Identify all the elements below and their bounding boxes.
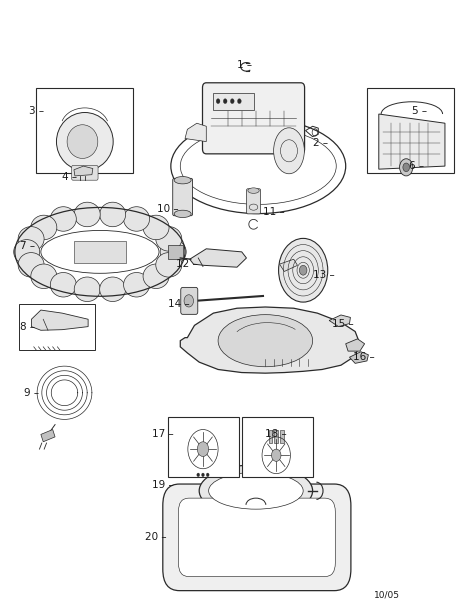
Polygon shape bbox=[31, 310, 88, 330]
Text: 13 –: 13 – bbox=[313, 270, 334, 279]
Text: 16 –: 16 – bbox=[353, 352, 374, 362]
Ellipse shape bbox=[160, 239, 186, 264]
Text: 8 –: 8 – bbox=[19, 322, 35, 332]
Circle shape bbox=[403, 163, 410, 171]
Circle shape bbox=[272, 449, 281, 461]
Circle shape bbox=[400, 159, 413, 176]
Circle shape bbox=[216, 99, 220, 104]
FancyBboxPatch shape bbox=[178, 498, 335, 577]
Bar bbox=[36, 88, 133, 173]
Text: 12 –: 12 – bbox=[175, 259, 197, 269]
Circle shape bbox=[230, 99, 234, 104]
Bar bbox=[168, 418, 239, 477]
Ellipse shape bbox=[100, 202, 126, 227]
Text: 6 –: 6 – bbox=[409, 161, 424, 171]
Ellipse shape bbox=[50, 273, 76, 297]
Text: 10/05: 10/05 bbox=[374, 591, 400, 599]
Ellipse shape bbox=[124, 273, 150, 297]
Circle shape bbox=[223, 99, 227, 104]
Ellipse shape bbox=[156, 227, 182, 251]
FancyBboxPatch shape bbox=[163, 484, 351, 591]
Ellipse shape bbox=[74, 202, 100, 227]
Circle shape bbox=[237, 99, 241, 104]
Text: 3 –: 3 – bbox=[29, 106, 44, 116]
Ellipse shape bbox=[174, 210, 191, 217]
Polygon shape bbox=[329, 315, 350, 327]
Polygon shape bbox=[280, 259, 298, 271]
Text: 7 –: 7 – bbox=[19, 241, 35, 251]
Text: 5 –: 5 – bbox=[412, 106, 427, 116]
Text: 15 –: 15 – bbox=[331, 319, 353, 329]
Bar bbox=[367, 88, 455, 173]
Ellipse shape bbox=[124, 207, 150, 231]
Circle shape bbox=[197, 473, 200, 476]
FancyBboxPatch shape bbox=[246, 188, 261, 214]
Text: 18 –: 18 – bbox=[265, 429, 287, 440]
Polygon shape bbox=[379, 114, 445, 169]
Ellipse shape bbox=[273, 128, 304, 174]
Ellipse shape bbox=[50, 207, 76, 231]
Ellipse shape bbox=[143, 264, 169, 289]
Bar bbox=[74, 241, 126, 263]
Text: 4 –: 4 – bbox=[62, 172, 77, 182]
Ellipse shape bbox=[56, 112, 113, 171]
Ellipse shape bbox=[18, 252, 44, 277]
Ellipse shape bbox=[174, 176, 191, 184]
Ellipse shape bbox=[199, 465, 313, 517]
Bar bbox=[213, 93, 254, 110]
FancyBboxPatch shape bbox=[72, 166, 98, 180]
Bar bbox=[269, 430, 273, 443]
Polygon shape bbox=[41, 430, 55, 442]
Bar bbox=[274, 430, 278, 443]
Text: 17 –: 17 – bbox=[152, 429, 173, 440]
FancyBboxPatch shape bbox=[202, 83, 305, 154]
Bar bbox=[242, 418, 313, 477]
Circle shape bbox=[184, 295, 193, 307]
Text: 1 –: 1 – bbox=[237, 60, 252, 70]
Circle shape bbox=[300, 265, 307, 275]
Ellipse shape bbox=[31, 215, 57, 239]
Ellipse shape bbox=[18, 227, 44, 251]
Text: 19 –: 19 – bbox=[152, 480, 173, 489]
Text: 2 –: 2 – bbox=[313, 138, 328, 148]
Circle shape bbox=[201, 473, 204, 476]
Ellipse shape bbox=[100, 277, 126, 301]
Ellipse shape bbox=[248, 188, 259, 193]
Bar bbox=[168, 244, 182, 259]
Polygon shape bbox=[74, 166, 93, 176]
Circle shape bbox=[279, 238, 328, 302]
Ellipse shape bbox=[14, 239, 40, 264]
Text: 20 –: 20 – bbox=[145, 532, 166, 542]
Polygon shape bbox=[180, 307, 360, 373]
FancyBboxPatch shape bbox=[173, 178, 192, 216]
Circle shape bbox=[197, 442, 209, 456]
Circle shape bbox=[206, 473, 209, 476]
FancyBboxPatch shape bbox=[181, 287, 198, 314]
Text: 9 –: 9 – bbox=[24, 388, 39, 398]
Ellipse shape bbox=[209, 472, 303, 509]
Ellipse shape bbox=[143, 215, 169, 239]
Ellipse shape bbox=[67, 125, 98, 158]
Bar bbox=[18, 304, 95, 350]
Ellipse shape bbox=[31, 264, 57, 289]
Polygon shape bbox=[190, 249, 246, 267]
Ellipse shape bbox=[74, 277, 100, 301]
Text: 14 –: 14 – bbox=[168, 299, 190, 309]
Polygon shape bbox=[349, 352, 368, 363]
Ellipse shape bbox=[156, 252, 182, 277]
Text: 11 –: 11 – bbox=[263, 207, 285, 217]
Text: 10 –: 10 – bbox=[156, 204, 178, 214]
Bar bbox=[280, 430, 284, 443]
Polygon shape bbox=[346, 339, 365, 351]
Ellipse shape bbox=[218, 314, 313, 367]
Ellipse shape bbox=[41, 230, 159, 273]
Polygon shape bbox=[185, 123, 206, 142]
